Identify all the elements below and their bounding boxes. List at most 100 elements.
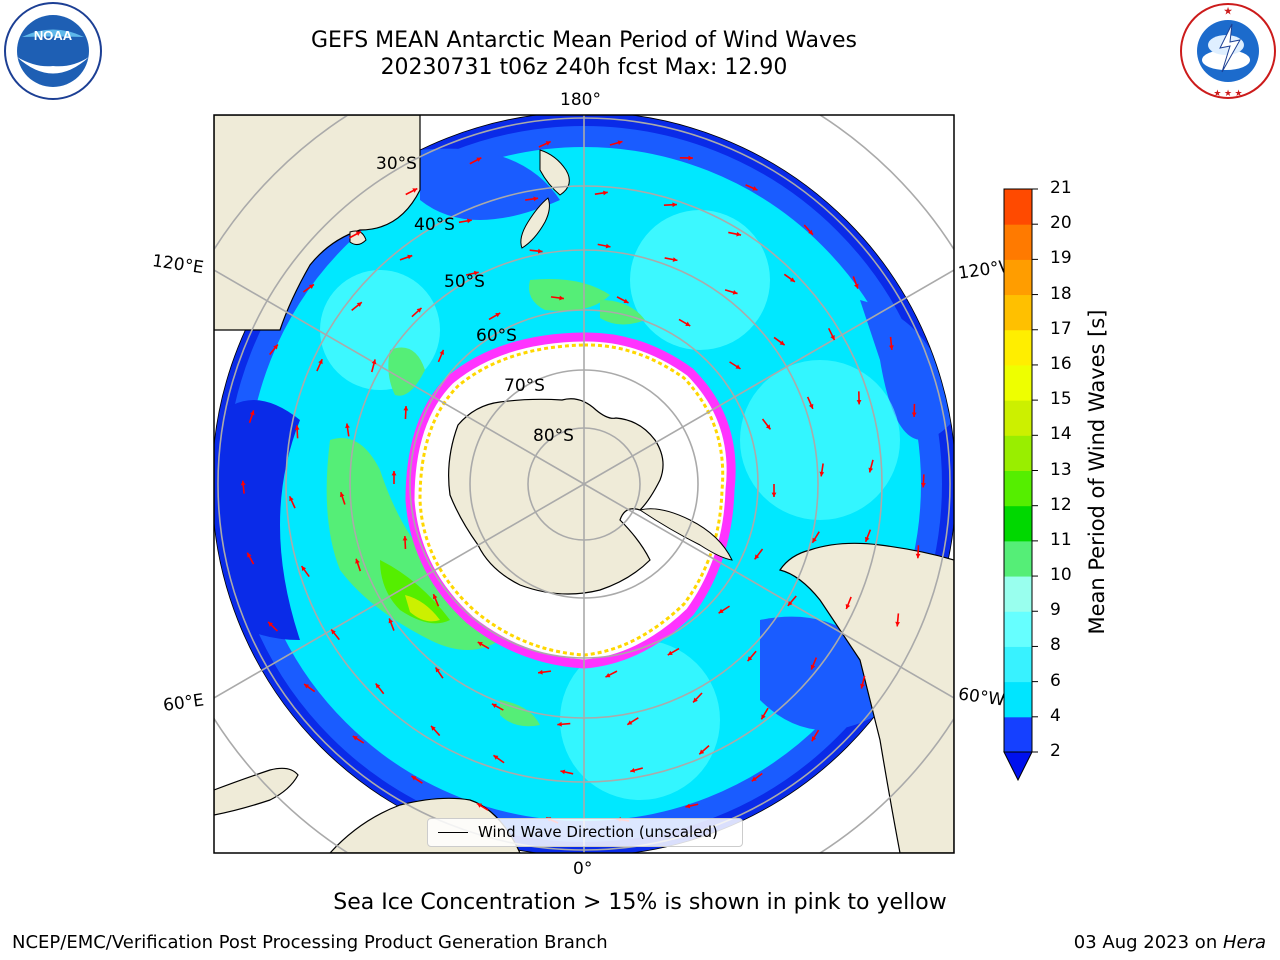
graticule (214, 115, 954, 853)
colorbar-band (1004, 435, 1032, 471)
wave-direction-arrow-head (345, 423, 350, 429)
wave-direction-arrow-head (493, 755, 499, 760)
colorbar-band (1004, 364, 1032, 401)
wave-direction-arrow-head (889, 345, 894, 350)
wave-direction-arrow-head (477, 642, 483, 647)
lat-label-80s: 80°S (533, 426, 574, 446)
wave-direction-arrow-head (811, 736, 817, 742)
lon-label-0: 0° (573, 859, 592, 879)
plot-subtitle: 20230731 t06z 240h fcst Max: 12.90 (380, 55, 788, 80)
wave-direction-arrow-head (559, 295, 564, 301)
colorbar-tick-label: 11 (1050, 529, 1072, 550)
credit-date: 03 Aug 2023 on (1073, 932, 1223, 953)
wave-direction-arrow-head (779, 340, 785, 346)
wave-direction-arrow-head (771, 492, 777, 497)
colorbar-title: Mean Period of Wind Waves [s] (1085, 309, 1109, 635)
wave-direction-arrow-head (304, 684, 310, 689)
wave-direction-arrow-head (273, 344, 278, 350)
wave-direction-arrow-head (476, 157, 482, 162)
wave-direction-arrow-head (735, 364, 741, 369)
wave-direction-arrow-head (538, 669, 543, 675)
wave-direction-arrow-head (685, 321, 691, 326)
wave-direction-arrow-head (808, 229, 813, 235)
wave-direction-arrow-head (921, 482, 926, 488)
wave-direction-arrow-head (388, 618, 394, 624)
wave-direction-arrow-head (432, 594, 438, 600)
svg-text:★: ★ (1224, 6, 1233, 16)
wave-direction-arrow-head (412, 188, 418, 193)
wave-direction-arrow-head (431, 725, 436, 731)
wave-direction-arrow-head (808, 403, 814, 409)
colorbar-tick-label: 18 (1050, 283, 1072, 304)
wave-direction-arrow-head (830, 334, 835, 340)
wave-direction-arrow-head (860, 683, 865, 689)
wave-direction-arrow-head (864, 536, 870, 542)
wave-direction-arrow-head (355, 231, 361, 236)
colorbar-band (1004, 400, 1032, 436)
map-frame (213, 114, 955, 854)
wave-direction-arrow-head (895, 621, 901, 627)
wave-direction-arrow-head (787, 601, 793, 606)
colorbar-tick-label: 21 (1050, 178, 1072, 198)
wave-direction-arrow-head (352, 736, 358, 741)
wave-direction-arrow-head (557, 721, 562, 727)
wave-direction-arrow-head (752, 186, 758, 191)
colorbar-tick-label: 14 (1050, 424, 1072, 445)
wave-direction-arrow-head (819, 471, 825, 477)
wave-direction-arrow-head (339, 492, 345, 498)
credit-host: Hera (1222, 932, 1266, 953)
wave-direction-arrow-head (761, 714, 766, 720)
wave-direction-arrow-head (495, 312, 501, 318)
wave-direction-arrow-head (249, 410, 255, 416)
colorbar-band (1004, 329, 1032, 366)
wave-direction-arrow-head (754, 554, 760, 560)
lat-label-30s: 30°S (376, 154, 417, 174)
wave-direction-arrow-head (533, 196, 539, 202)
colorbar-band (1004, 505, 1032, 542)
colorbar-band (1004, 294, 1032, 331)
wave-direction-arrow-head (868, 467, 874, 473)
wave-direction-arrow-head (416, 307, 422, 313)
wave-direction-arrow-head (247, 552, 252, 558)
wave-direction-arrow-head (667, 650, 673, 656)
colorbar-tick-label: 16 (1050, 353, 1072, 374)
wave-direction-arrow-head (672, 257, 678, 262)
wave-direction-arrow-head (355, 558, 360, 564)
lon-label-60w: 60°W (957, 684, 1006, 710)
wave-direction-arrow-head (435, 667, 440, 673)
wave-direction-arrow-head (693, 697, 698, 703)
colorbar-band (1004, 646, 1032, 683)
wave-direction-arrow-head (375, 683, 381, 689)
wave-direction-arrow-head (765, 424, 771, 430)
noaa-logo-icon: NOAA (4, 2, 102, 100)
colorbar-tick-label: 20 (1050, 213, 1072, 234)
wave-direction-arrow-head (560, 769, 566, 775)
lat-label-60s: 60°S (476, 326, 517, 346)
wave-direction-arrow-head (268, 621, 273, 627)
colorbar-band (1004, 611, 1032, 647)
lat-label-50s: 50°S (444, 272, 485, 292)
lat-label-40s: 40°S (414, 215, 455, 235)
legend-label: Wind Wave Direction (unscaled) (478, 823, 718, 841)
wave-direction-arrow-head (473, 270, 479, 276)
wave-direction-arrow-head (477, 803, 483, 808)
wave-direction-arrow-head (371, 359, 377, 365)
new-zealand-south (520, 197, 550, 249)
australia-landmass (214, 115, 421, 331)
wave-direction-arrow-head (915, 553, 921, 559)
colorbar-under-arrow (1003, 751, 1033, 782)
new-zealand-north (539, 149, 570, 196)
colorbar-tick-label: 4 (1050, 705, 1061, 726)
wave-direction-arrow-head (736, 231, 742, 237)
colorbar-tick-label: 8 (1050, 635, 1061, 656)
lon-label-120e: 120°E (151, 251, 205, 278)
colorbar-tick-label: 15 (1050, 389, 1072, 410)
wave-direction-arrow-head (856, 399, 862, 405)
wave-direction-arrow-head (402, 535, 408, 541)
wave-direction-arrow-head (411, 776, 417, 781)
map-legend: Wind Wave Direction (unscaled) (427, 818, 743, 847)
wave-direction-arrow-head (751, 776, 757, 782)
colorbar-tick-label: 6 (1050, 670, 1061, 691)
colorbar (1003, 188, 1038, 782)
